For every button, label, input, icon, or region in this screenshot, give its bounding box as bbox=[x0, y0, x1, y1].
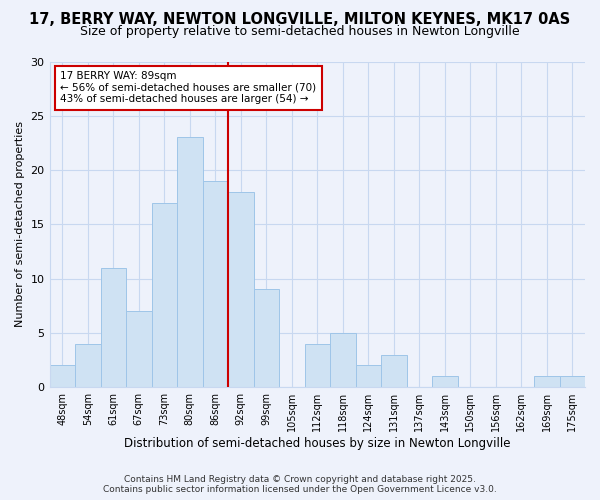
Text: Size of property relative to semi-detached houses in Newton Longville: Size of property relative to semi-detach… bbox=[80, 25, 520, 38]
Bar bbox=[177, 138, 203, 387]
Bar bbox=[330, 333, 356, 387]
Bar bbox=[203, 181, 228, 387]
Text: Contains HM Land Registry data © Crown copyright and database right 2025.
Contai: Contains HM Land Registry data © Crown c… bbox=[103, 474, 497, 494]
Bar bbox=[126, 311, 152, 387]
Y-axis label: Number of semi-detached properties: Number of semi-detached properties bbox=[15, 122, 25, 328]
Bar bbox=[432, 376, 458, 387]
Bar bbox=[152, 202, 177, 387]
Bar bbox=[50, 366, 75, 387]
Bar bbox=[101, 268, 126, 387]
Text: 17, BERRY WAY, NEWTON LONGVILLE, MILTON KEYNES, MK17 0AS: 17, BERRY WAY, NEWTON LONGVILLE, MILTON … bbox=[29, 12, 571, 28]
Bar bbox=[381, 354, 407, 387]
Bar bbox=[254, 290, 279, 387]
Bar bbox=[75, 344, 101, 387]
Bar bbox=[534, 376, 560, 387]
Bar bbox=[560, 376, 585, 387]
Bar bbox=[305, 344, 330, 387]
X-axis label: Distribution of semi-detached houses by size in Newton Longville: Distribution of semi-detached houses by … bbox=[124, 437, 511, 450]
Bar bbox=[228, 192, 254, 387]
Text: 17 BERRY WAY: 89sqm
← 56% of semi-detached houses are smaller (70)
43% of semi-d: 17 BERRY WAY: 89sqm ← 56% of semi-detach… bbox=[60, 72, 316, 104]
Bar bbox=[356, 366, 381, 387]
